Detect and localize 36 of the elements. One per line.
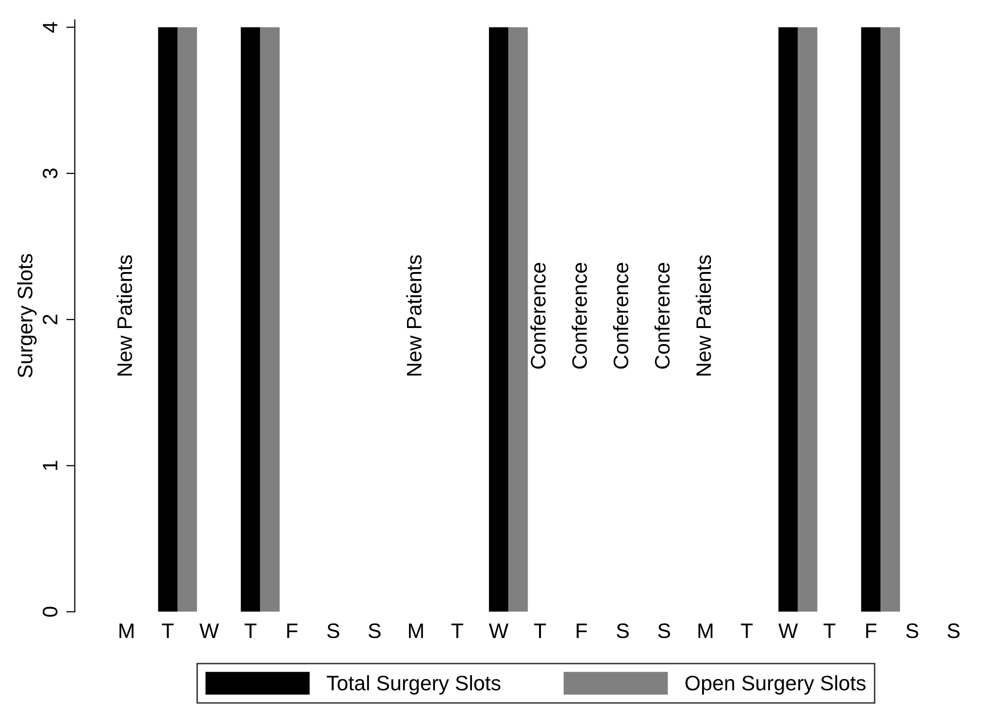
text: Conference <box>613 262 628 369</box>
x-tick-label: W <box>778 624 798 638</box>
x-tick-label: T <box>534 624 546 638</box>
text: Conference <box>654 262 670 369</box>
x-tick-label: T <box>451 624 464 638</box>
x-tick-label: T <box>162 624 174 638</box>
x-tick-label: W <box>488 624 508 638</box>
text: New Patients <box>116 255 132 376</box>
x-tick-label: T <box>740 624 753 638</box>
y-tick-label: 3 <box>42 168 58 178</box>
y-tick-label: 0 <box>42 606 58 617</box>
x-tick-label: S <box>948 623 960 638</box>
x-tick-label: M <box>698 624 712 638</box>
y-tick-label: 2 <box>42 314 58 324</box>
x-tick-label: F <box>576 624 587 638</box>
x-tick-label: S <box>906 623 918 638</box>
x-tick-label: T <box>244 624 256 638</box>
y-tick-label: 4 <box>42 22 58 33</box>
y-tick-label: 1 <box>42 460 58 470</box>
x-tick-label: F <box>287 624 298 638</box>
x-tick-label: S <box>327 623 340 638</box>
x-tick-label: W <box>199 624 219 638</box>
x-tick-label: M <box>120 624 134 638</box>
x-tick-label: S <box>658 623 670 638</box>
legend-label: Total Surgery Slots <box>326 675 500 695</box>
legend-label: Open Surgery Slots <box>685 675 866 695</box>
text: Conference <box>572 262 587 369</box>
text: New Patients <box>406 255 422 376</box>
x-tick-label: T <box>824 624 836 638</box>
x-tick-label: F <box>866 624 876 638</box>
text: Conference <box>530 262 546 369</box>
text: New Patients <box>696 255 712 376</box>
y-axis-title: Surgery Slots <box>17 254 37 378</box>
x-tick-label: S <box>368 623 381 638</box>
x-tick-label: S <box>616 623 629 638</box>
x-tick-label: M <box>408 624 423 638</box>
